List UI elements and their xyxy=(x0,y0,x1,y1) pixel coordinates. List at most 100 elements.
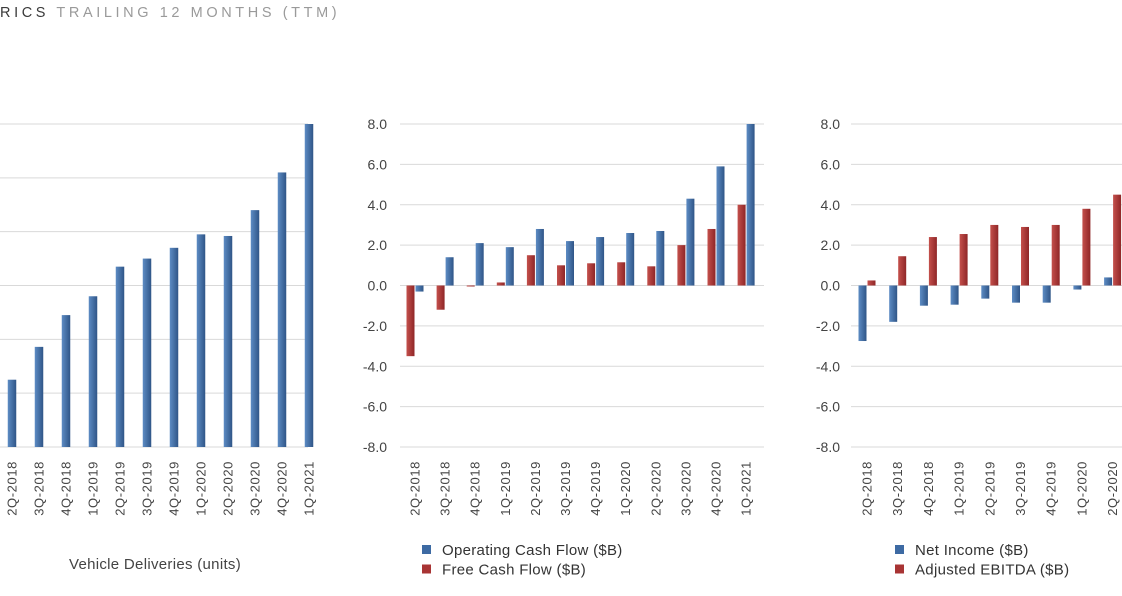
bar-b xyxy=(587,263,596,286)
y-tick-label: 2.0 xyxy=(368,237,388,253)
legend-swatch xyxy=(422,545,431,554)
legend-swatch xyxy=(895,564,904,574)
x-tick-label: 1Q-2019 xyxy=(498,461,513,516)
header-title-strong: RICS xyxy=(0,5,50,21)
bar-b xyxy=(557,265,565,286)
bar-a xyxy=(304,124,314,447)
x-tick-label: 3Q-2019 xyxy=(558,461,573,516)
y-tick-label: -8.0 xyxy=(816,439,840,455)
bar-b xyxy=(1113,194,1122,286)
legend-swatch xyxy=(895,545,904,554)
bar-b xyxy=(707,228,716,286)
bar-a xyxy=(445,257,454,286)
bar-a xyxy=(115,266,125,447)
bar-a xyxy=(686,198,695,286)
x-tick-label: 3Q-2018 xyxy=(438,461,453,516)
bar-b xyxy=(406,285,415,357)
y-tick-label: 2.0 xyxy=(821,237,841,253)
section-header: RICS TRAILING 12 MONTHS (TTM) xyxy=(0,5,340,21)
bar-a xyxy=(475,243,484,286)
x-tick-label: 3Q-2018 xyxy=(890,461,905,516)
y-tick-label: 4.0 xyxy=(368,197,388,213)
bar-a xyxy=(981,285,990,299)
x-tick-label: 1Q-2020 xyxy=(194,461,209,516)
x-tick-label: 4Q-2019 xyxy=(1044,461,1059,516)
bar-a xyxy=(889,285,898,322)
x-tick-label: 1Q-2021 xyxy=(302,461,317,516)
x-tick-label: 3Q-2020 xyxy=(678,461,693,516)
x-tick-label: 1Q-2019 xyxy=(952,461,967,516)
bar-a xyxy=(250,210,260,447)
x-tick-label: 2Q-2020 xyxy=(1105,461,1120,516)
chart-cash-flow: 8.0 6.0 4.0 2.0 0.0 -2.0 -4.0 -6.0 -8.0 2Q-2018 3Q… xyxy=(363,116,764,579)
y-tick-label: 8.0 xyxy=(821,116,841,132)
x-tick-label: 1Q-2020 xyxy=(1074,461,1089,516)
bar-a xyxy=(142,258,152,447)
bar-a xyxy=(196,234,206,447)
bar-a xyxy=(1104,277,1113,286)
bar-b xyxy=(1021,226,1029,286)
x-tick-label: 3Q-2019 xyxy=(140,461,155,516)
x-tick-label: 2Q-2019 xyxy=(113,461,128,516)
bar-a xyxy=(1012,285,1020,303)
x-tick-label: 2Q-2019 xyxy=(528,461,543,516)
bar-a xyxy=(277,172,287,447)
x-tick-label: 2Q-2020 xyxy=(221,461,236,516)
y-tick-label: 6.0 xyxy=(368,156,388,172)
y-tick-label: 8.0 xyxy=(368,116,388,132)
legend-label: Operating Cash Flow ($B) xyxy=(442,542,623,559)
y-tick-label: -8.0 xyxy=(363,439,387,455)
bar-b xyxy=(990,224,999,286)
bar-b xyxy=(617,262,626,286)
legend-swatch xyxy=(422,564,431,574)
bar-a xyxy=(656,230,665,286)
bar-a xyxy=(716,166,725,286)
y-tick-label: -4.0 xyxy=(363,358,387,374)
bar-b xyxy=(1051,224,1060,286)
bar-a xyxy=(1042,285,1051,303)
bar-a xyxy=(223,235,233,447)
y-tick-label: -4.0 xyxy=(816,358,840,374)
bar-a xyxy=(950,285,959,305)
x-tick-label: 1Q-2021 xyxy=(739,461,754,516)
x-tick-label: 2Q-2018 xyxy=(5,461,20,516)
y-tick-label: -6.0 xyxy=(363,399,387,415)
y-tick-label: 4.0 xyxy=(821,197,841,213)
chart-vehicle-deliveries: 2Q-2018 3Q-2018 4Q-2018 1Q-2019 2Q-2019 3Q-20… xyxy=(0,123,317,573)
bar-a xyxy=(566,241,574,286)
y-tick-label: -6.0 xyxy=(816,399,840,415)
bar-b xyxy=(677,245,686,286)
x-tick-label: 2Q-2019 xyxy=(982,461,997,516)
bar-b xyxy=(737,204,746,286)
legend-label: Net Income ($B) xyxy=(915,542,1029,559)
bar-a xyxy=(919,285,928,306)
bar-a xyxy=(34,346,44,447)
x-tick-label: 4Q-2020 xyxy=(275,461,290,516)
bar-b xyxy=(526,255,535,286)
x-axis-caption: Vehicle Deliveries (units) xyxy=(69,556,241,573)
bar-a xyxy=(7,379,17,447)
x-tick-label: 2Q-2018 xyxy=(860,461,875,516)
bar-b xyxy=(959,234,968,286)
y-tick-label: -2.0 xyxy=(363,318,387,334)
x-tick-label: 1Q-2020 xyxy=(618,461,633,516)
legend-label: Adjusted EBITDA ($B) xyxy=(915,562,1069,579)
x-tick-label: 4Q-2019 xyxy=(167,461,182,516)
bar-a xyxy=(535,228,544,286)
bar-b xyxy=(867,280,876,286)
x-tick-label: 4Q-2018 xyxy=(921,461,936,516)
bar-b xyxy=(647,266,656,286)
bar-a xyxy=(596,237,605,286)
x-tick-label: 3Q-2020 xyxy=(248,461,263,516)
bar-a xyxy=(505,247,514,286)
bar-a xyxy=(88,296,98,447)
chart-income-ebitda: 8.0 6.0 4.0 2.0 0.0 -2.0 -4.0 -6.0 -8.0 2Q-2018 3Q… xyxy=(816,116,1122,579)
x-tick-label: 2Q-2018 xyxy=(408,461,423,516)
bar-a xyxy=(746,124,755,286)
y-tick-label: 0.0 xyxy=(368,278,388,294)
legend-label: Free Cash Flow ($B) xyxy=(442,562,586,579)
x-tick-label: 4Q-2018 xyxy=(468,461,483,516)
x-tick-label: 2Q-2020 xyxy=(648,461,663,516)
bar-a xyxy=(415,285,424,292)
